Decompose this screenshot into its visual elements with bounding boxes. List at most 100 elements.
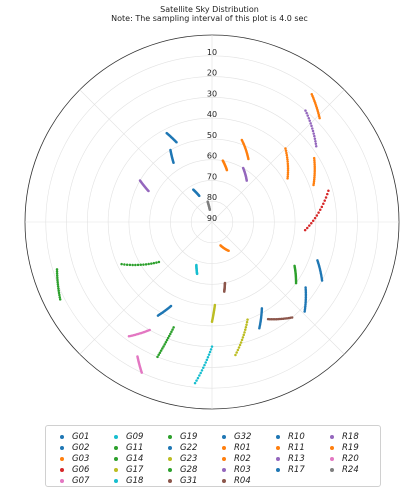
legend-marker <box>114 468 118 472</box>
track-point <box>225 168 229 172</box>
track-point <box>238 343 242 347</box>
track-point <box>202 366 205 370</box>
legend-marker <box>168 457 172 461</box>
grid-spoke <box>211 89 345 223</box>
track-point <box>208 208 212 211</box>
track-point <box>163 343 166 346</box>
track-point <box>56 285 60 288</box>
track-point <box>210 345 214 348</box>
track-point <box>327 189 330 193</box>
track-point <box>139 263 143 267</box>
legend-marker <box>222 457 226 461</box>
legend-label: R10 <box>288 432 305 442</box>
track-point <box>286 162 290 166</box>
track-point <box>156 314 160 317</box>
grid-spoke <box>211 221 345 355</box>
track-point <box>234 353 237 357</box>
track-point <box>314 139 317 143</box>
track-point <box>244 325 248 329</box>
track-point <box>314 142 318 146</box>
track-point <box>57 287 60 290</box>
track-point <box>240 338 244 342</box>
track-point <box>245 320 249 324</box>
legend-marker <box>168 446 172 450</box>
track-point <box>56 276 59 280</box>
track-point <box>326 192 329 196</box>
track-point <box>313 168 316 172</box>
track-point <box>57 289 60 292</box>
legend-marker <box>114 435 118 439</box>
track-point <box>125 263 129 266</box>
polar-plot: 90 80 70 60 50 40 30 20 10 <box>24 34 400 410</box>
track-point <box>150 262 153 265</box>
legend-marker <box>222 479 226 483</box>
track-point <box>312 181 316 185</box>
track-point <box>284 149 288 152</box>
track-point <box>239 341 243 344</box>
track-point <box>147 189 150 193</box>
legend-marker <box>168 468 172 472</box>
legend-label: R20 <box>342 454 359 464</box>
track-point <box>172 161 175 165</box>
track-point <box>200 369 204 372</box>
track-point <box>152 261 156 265</box>
track-point <box>320 205 324 209</box>
track-point <box>164 341 168 344</box>
track-point <box>58 298 62 301</box>
legend-label: G11 <box>126 443 144 453</box>
track-point <box>223 290 226 293</box>
track-point <box>203 363 206 367</box>
track-point <box>120 262 123 266</box>
track-point <box>285 151 288 155</box>
track-point <box>165 338 169 342</box>
track-point <box>312 183 315 187</box>
track-point <box>313 176 316 179</box>
track-point <box>313 158 316 162</box>
track-point <box>205 358 209 362</box>
track-point <box>313 162 316 166</box>
track-point <box>242 333 246 337</box>
track-point <box>313 166 316 170</box>
track-point <box>204 361 207 364</box>
track-point <box>147 262 150 266</box>
track-point <box>169 332 172 336</box>
track-point <box>310 221 313 225</box>
legend-label: R24 <box>342 465 359 475</box>
track-point <box>243 328 247 332</box>
legend-label: R11 <box>288 443 305 453</box>
track-point <box>167 334 171 338</box>
legend-label: G01 <box>72 432 90 442</box>
track-point <box>305 226 309 230</box>
legend-label: G14 <box>126 454 144 464</box>
track-point <box>258 327 261 330</box>
legend-marker <box>168 479 172 483</box>
track-point <box>312 178 316 181</box>
legend-marker <box>330 468 334 472</box>
legend-label: R17 <box>288 465 305 475</box>
legend-label: G06 <box>72 465 90 475</box>
legend-marker <box>330 457 334 461</box>
track-point <box>128 263 132 267</box>
track-point <box>206 356 210 359</box>
legend-marker <box>60 468 64 472</box>
grid-spoke <box>79 89 213 223</box>
radial-tick-label: 80 <box>207 193 217 202</box>
legend-label: R19 <box>342 443 359 453</box>
track-point <box>199 371 202 375</box>
track-point <box>58 293 61 297</box>
track-point <box>312 180 316 183</box>
track-point <box>304 109 307 112</box>
legend-marker <box>222 435 226 439</box>
track-point <box>55 268 59 271</box>
track-point <box>323 199 326 202</box>
track-point <box>208 350 212 354</box>
track-point <box>162 345 165 348</box>
legend-label: G19 <box>180 432 198 442</box>
track-point <box>310 124 313 128</box>
track-point <box>286 164 290 168</box>
legend-marker <box>276 435 280 439</box>
legend-marker <box>114 446 118 450</box>
radial-tick-label: 20 <box>207 69 217 78</box>
legend-label: R02 <box>234 454 251 464</box>
track-point <box>305 111 308 115</box>
